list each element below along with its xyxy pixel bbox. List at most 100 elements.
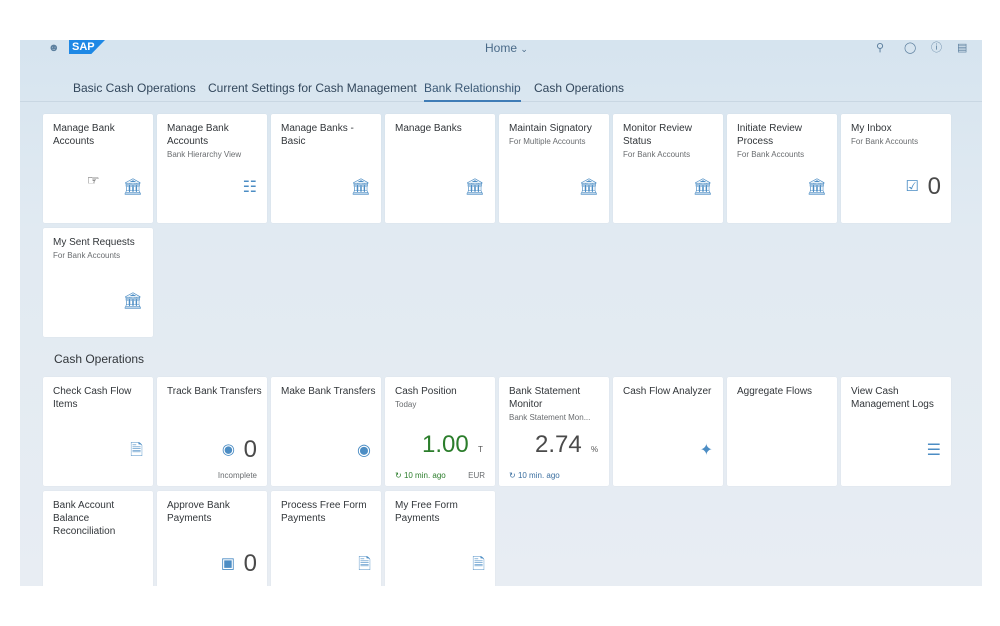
list-icon: ☰	[926, 442, 941, 459]
tile-cash-flow-analyzer[interactable]: Cash Flow Analyzer ✦	[613, 377, 723, 486]
tile-title: Bank Statement Monitor	[509, 386, 581, 410]
money-icon: ◉	[221, 441, 235, 458]
tile-title: Manage Banks - Basic	[281, 123, 354, 147]
tile-make-bank-transfers[interactable]: Make Bank Transfers ◉	[271, 377, 381, 486]
tile-title: My Inbox	[851, 123, 892, 134]
tile-initiate-review-process[interactable]: Initiate Review Process For Bank Account…	[727, 114, 837, 223]
refresh-icon: ↻	[395, 471, 402, 480]
tile-title: Monitor Review Status	[623, 123, 692, 147]
chevron-down-icon: ⌄	[520, 44, 528, 54]
tile-subtitle: For Multiple Accounts	[509, 137, 586, 146]
sap-logo[interactable]: SAP	[69, 40, 105, 54]
tile-subtitle: For Bank Accounts	[851, 137, 919, 146]
bank-icon: 🏛	[578, 179, 599, 196]
shell-bar: ☻ SAP Home ⌄ ⚲ ◯ ⓘ ▤	[20, 40, 982, 56]
tile-bank-account-balance-reconciliation[interactable]: Bank Account Balance Reconciliation	[43, 491, 153, 586]
tile-title: Cash Position	[395, 386, 457, 397]
tab-bank-relationship[interactable]: Bank Relationship	[424, 81, 521, 102]
tile-bank-statement-monitor[interactable]: Bank Statement Monitor Bank Statement Mo…	[499, 377, 609, 486]
tile-cash-position[interactable]: Cash Position Today 1.00 T ↻ 10 min. ago…	[385, 377, 495, 486]
tile-title: Make Bank Transfers	[281, 386, 376, 397]
tile-title: Approve Bank Payments	[167, 500, 230, 524]
tile-approve-bank-payments[interactable]: Approve Bank Payments ▣ 0	[157, 491, 267, 586]
payment-doc-icon: 🗎	[472, 556, 485, 573]
menu-icon[interactable]: ▤	[957, 42, 968, 54]
home-title: Home	[485, 41, 518, 55]
tab-cash-operations[interactable]: Cash Operations	[534, 81, 625, 95]
bank-icon: 🏛	[122, 293, 143, 310]
tile-title: Manage Banks	[395, 123, 462, 134]
tile-subtitle: Today	[395, 400, 417, 409]
bank-icon: 🏛	[122, 179, 143, 196]
help-icon[interactable]: ⓘ	[931, 42, 942, 54]
tile-view-cash-management-logs[interactable]: View Cash Management Logs ☰	[841, 377, 951, 486]
tile-subtitle: For Bank Accounts	[623, 150, 691, 159]
bank-icon: 🏛	[464, 179, 485, 196]
tab-basic-cash-operations[interactable]: Basic Cash Operations	[73, 81, 196, 95]
tile-aggregate-flows[interactable]: Aggregate Flows	[727, 377, 837, 486]
tile-title: Bank Account Balance Reconciliation	[53, 500, 116, 537]
inbox-check-icon: ☑	[905, 178, 919, 195]
tile-count: 0	[243, 436, 257, 463]
tile-title: Check Cash Flow Items	[53, 386, 132, 410]
bank-icon: 🏛	[350, 179, 371, 196]
analyze-icon: ✦	[699, 442, 713, 459]
launchpad: ☻ SAP Home ⌄ ⚲ ◯ ⓘ ▤ Basic Cash Operatio…	[20, 40, 982, 586]
tile-footer: Incomplete	[217, 471, 257, 480]
refresh-icon: ↻	[509, 471, 516, 480]
tab-bar: Basic Cash Operations Current Settings f…	[20, 76, 982, 102]
home-menu[interactable]: Home ⌄	[485, 41, 528, 56]
tile-monitor-review-status[interactable]: Monitor Review Status For Bank Accounts …	[613, 114, 723, 223]
kpi-value: 1.00	[422, 431, 469, 458]
tile-title: My Sent Requests	[53, 237, 135, 248]
tile-title: My Free Form Payments	[395, 500, 458, 524]
tile-my-free-form-payments[interactable]: My Free Form Payments 🗎	[385, 491, 495, 586]
tile-count: 0	[243, 550, 257, 577]
tile-title: Maintain Signatory	[509, 123, 592, 134]
kpi-unit: T	[478, 445, 483, 454]
tile-title: Manage Bank Accounts	[167, 123, 229, 147]
bank-icon: 🏛	[692, 179, 713, 196]
money-icon: ◉	[357, 442, 371, 459]
section-title-cash-operations: Cash Operations	[54, 352, 145, 366]
tile-count: 0	[927, 173, 941, 200]
tile-manage-banks-basic[interactable]: Manage Banks - Basic 🏛	[271, 114, 381, 223]
tile-title: Cash Flow Analyzer	[623, 386, 712, 397]
kpi-unit: %	[591, 445, 599, 454]
tile-my-sent-requests[interactable]: My Sent Requests For Bank Accounts 🏛	[43, 228, 153, 337]
tile-title: Process Free Form Payments	[281, 500, 367, 524]
tile-title: View Cash Management Logs	[851, 386, 934, 410]
refresh-text: 10 min. ago	[517, 471, 560, 480]
tile-check-cash-flow-items[interactable]: Check Cash Flow Items 🗎	[43, 377, 153, 486]
kpi-value: 2.74	[535, 431, 582, 458]
mouse-cursor-icon: ☞	[87, 172, 100, 188]
tile-title: Track Bank Transfers	[167, 386, 262, 397]
search-icon[interactable]: ⚲	[876, 42, 885, 54]
tile-subtitle: Bank Hierarchy View	[167, 150, 242, 159]
tile-track-bank-transfers[interactable]: Track Bank Transfers ◉ 0 Incomplete	[157, 377, 267, 486]
currency-label: EUR	[468, 471, 485, 480]
approve-icon: ▣	[220, 555, 235, 572]
refresh-status: ↻ 10 min. ago	[509, 471, 560, 480]
tile-subtitle: For Bank Accounts	[53, 251, 121, 260]
tile-title: Manage Bank Accounts	[53, 123, 115, 147]
refresh-text: 10 min. ago	[403, 471, 446, 480]
tile-subtitle: For Bank Accounts	[737, 150, 805, 159]
bank-icon: 🏛	[806, 179, 827, 196]
tile-manage-banks[interactable]: Manage Banks 🏛	[385, 114, 495, 223]
tile-subtitle: Bank Statement Mon...	[509, 413, 591, 422]
tab-current-settings[interactable]: Current Settings for Cash Management	[208, 81, 417, 95]
hierarchy-icon: ☷	[242, 179, 257, 196]
tile-title: Aggregate Flows	[737, 386, 813, 397]
tile-my-inbox[interactable]: My Inbox For Bank Accounts ☑ 0	[841, 114, 951, 223]
tile-title: Initiate Review Process	[737, 123, 803, 147]
document-icon: 🗎	[130, 442, 143, 459]
payment-doc-icon: 🗎	[358, 556, 371, 573]
refresh-status: ↻ 10 min. ago	[395, 471, 446, 480]
tile-manage-bank-accounts[interactable]: Manage Bank Accounts 🏛	[43, 114, 153, 223]
user-icon[interactable]: ☻	[48, 42, 60, 54]
tile-maintain-signatory[interactable]: Maintain Signatory For Multiple Accounts…	[499, 114, 609, 223]
notifications-icon[interactable]: ◯	[904, 42, 917, 54]
tile-process-free-form-payments[interactable]: Process Free Form Payments 🗎	[271, 491, 381, 586]
tile-manage-bank-accounts-hierarchy[interactable]: Manage Bank Accounts Bank Hierarchy View…	[157, 114, 267, 223]
